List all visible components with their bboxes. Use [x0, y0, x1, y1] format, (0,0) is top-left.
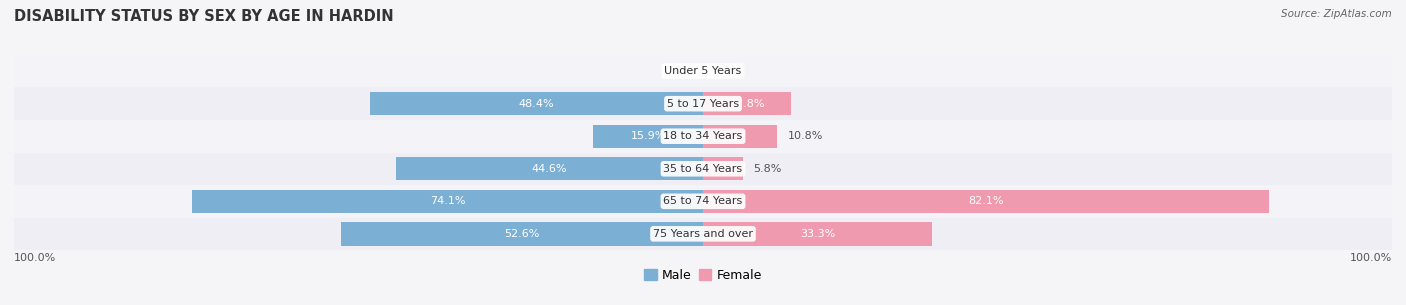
- Text: Source: ZipAtlas.com: Source: ZipAtlas.com: [1281, 9, 1392, 19]
- Bar: [14, 152, 1392, 185]
- Bar: [395, 157, 703, 181]
- Bar: [14, 88, 1392, 120]
- Text: 65 to 74 Years: 65 to 74 Years: [664, 196, 742, 206]
- Text: 0.0%: 0.0%: [713, 66, 741, 76]
- Bar: [703, 222, 932, 246]
- Legend: Male, Female: Male, Female: [640, 264, 766, 287]
- Text: 10.8%: 10.8%: [787, 131, 823, 141]
- Bar: [14, 185, 1392, 217]
- Text: 33.3%: 33.3%: [800, 229, 835, 239]
- Bar: [340, 222, 703, 246]
- Text: 74.1%: 74.1%: [430, 196, 465, 206]
- Text: 5.8%: 5.8%: [754, 164, 782, 174]
- Bar: [14, 120, 1392, 152]
- Text: DISABILITY STATUS BY SEX BY AGE IN HARDIN: DISABILITY STATUS BY SEX BY AGE IN HARDI…: [14, 9, 394, 24]
- Bar: [14, 55, 1392, 88]
- Text: 0.0%: 0.0%: [665, 66, 693, 76]
- Text: 35 to 64 Years: 35 to 64 Years: [664, 164, 742, 174]
- Text: 5 to 17 Years: 5 to 17 Years: [666, 99, 740, 109]
- Bar: [703, 190, 1268, 213]
- Bar: [703, 124, 778, 148]
- Text: 75 Years and over: 75 Years and over: [652, 229, 754, 239]
- Bar: [703, 157, 742, 181]
- Bar: [593, 124, 703, 148]
- Text: 48.4%: 48.4%: [519, 99, 554, 109]
- Bar: [193, 190, 703, 213]
- Text: 52.6%: 52.6%: [505, 229, 540, 239]
- Bar: [14, 217, 1392, 250]
- Text: 12.8%: 12.8%: [730, 99, 765, 109]
- Text: 100.0%: 100.0%: [1350, 253, 1392, 263]
- Text: 100.0%: 100.0%: [14, 253, 56, 263]
- Text: 44.6%: 44.6%: [531, 164, 567, 174]
- Bar: [703, 92, 792, 115]
- Text: 82.1%: 82.1%: [969, 196, 1004, 206]
- Text: Under 5 Years: Under 5 Years: [665, 66, 741, 76]
- Text: 18 to 34 Years: 18 to 34 Years: [664, 131, 742, 141]
- Text: 15.9%: 15.9%: [630, 131, 666, 141]
- Bar: [370, 92, 703, 115]
